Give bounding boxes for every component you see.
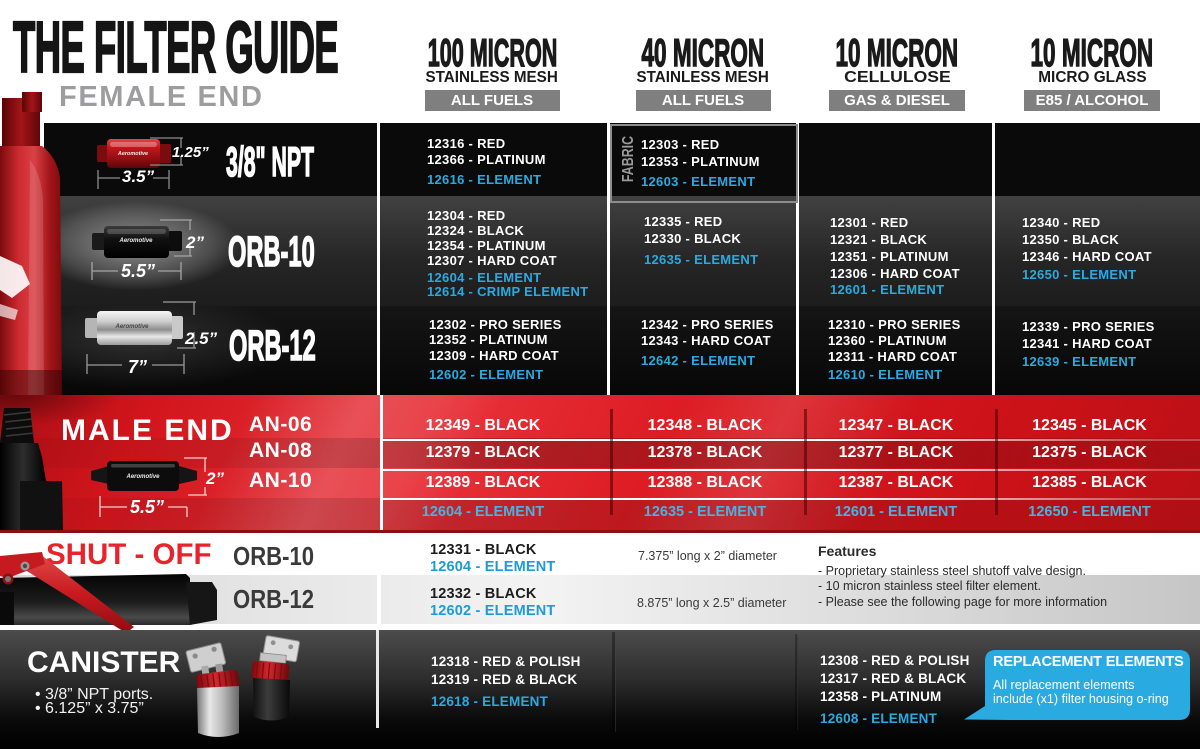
svg-text:Aeromotive: Aeromotive [117, 151, 148, 157]
svg-text:Aeromotive: Aeromotive [118, 238, 153, 244]
svg-text:Aeromotive: Aeromotive [125, 474, 160, 480]
svg-text:Aeromotive: Aeromotive [114, 324, 149, 330]
